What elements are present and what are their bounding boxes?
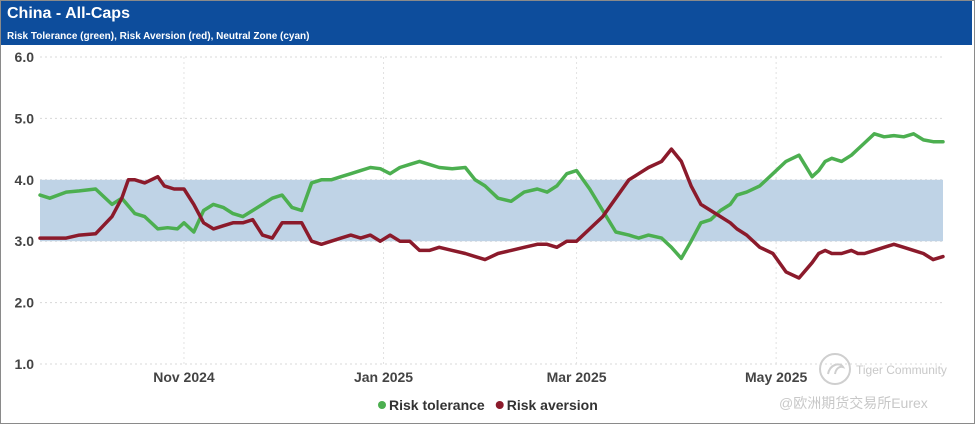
series-line-risk-aversion [38, 147, 945, 280]
legend-label-risk-tolerance[interactable]: Risk tolerance [389, 397, 485, 413]
y-tick-label: 5.0 [15, 110, 35, 126]
x-tick-label: Nov 2024 [153, 369, 215, 385]
chart-subtitle: Risk Tolerance (green), Risk Aversion (r… [7, 31, 310, 42]
legend-marker-risk-tolerance [378, 401, 386, 409]
x-tick-label: Mar 2025 [547, 369, 607, 385]
watermark-community: Tiger Community [856, 363, 947, 377]
y-tick-label: 6.0 [15, 49, 35, 65]
series-lines [38, 132, 945, 280]
y-tick-label: 4.0 [15, 172, 35, 188]
chart-header: China - All-Caps Risk Tolerance (green),… [1, 1, 972, 45]
y-tick-label: 1.0 [15, 356, 35, 372]
y-tick-label: 3.0 [15, 233, 35, 249]
y-tick-label: 2.0 [15, 295, 35, 311]
x-axis-ticks: Nov 2024 Jan 2025 Mar 2025 May 2025 [153, 369, 807, 385]
legend-marker-risk-aversion [495, 401, 504, 409]
legend[interactable]: Risk tolerance Risk aversion [378, 397, 598, 413]
watermark-account: @欧洲期货交易所Eurex [779, 395, 928, 411]
legend-label-risk-aversion[interactable]: Risk aversion [507, 397, 598, 413]
x-tick-label: May 2025 [745, 369, 807, 385]
tiger-logo-icon [819, 353, 851, 385]
chart-title: China - All-Caps [7, 5, 130, 22]
x-tick-label: Jan 2025 [354, 369, 413, 385]
y-axis-ticks: 1.0 2.0 3.0 4.0 5.0 6.0 [15, 49, 35, 372]
series-line-risk-tolerance [38, 132, 945, 261]
